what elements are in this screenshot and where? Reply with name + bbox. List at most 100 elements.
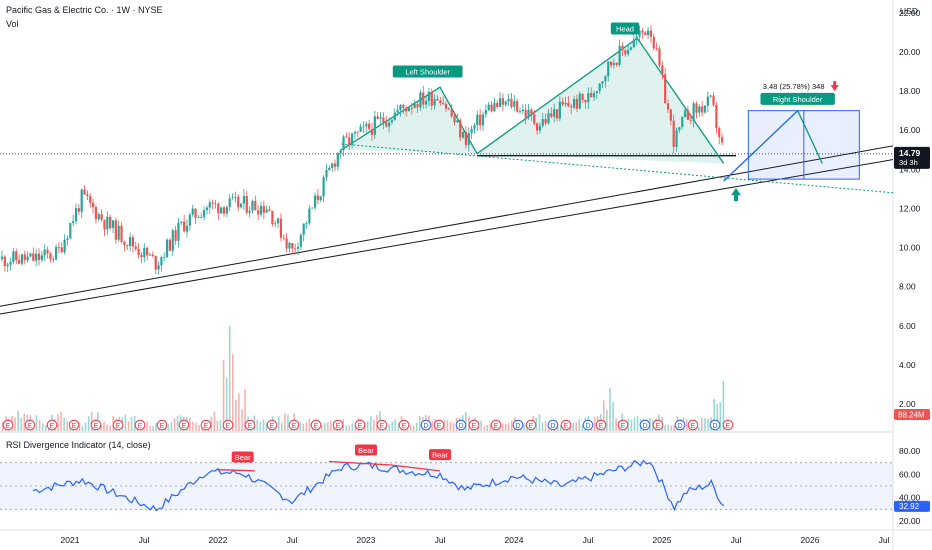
- candle-body: [237, 196, 240, 208]
- volume-bar: [308, 418, 311, 431]
- volume-bar: [57, 414, 59, 431]
- event-marker-label: E: [182, 423, 187, 430]
- volume-bar: [103, 421, 105, 431]
- candle-body: [612, 62, 616, 66]
- candle-body: [40, 255, 43, 261]
- volume-bar: [219, 420, 222, 431]
- time-tick-label: Jul: [879, 535, 890, 545]
- candle-body: [675, 130, 678, 147]
- event-marker-label: E: [50, 423, 55, 430]
- head-and-shoulders-pattern[interactable]: [340, 37, 860, 202]
- volume-bar: [84, 422, 87, 431]
- volume-bar: [701, 417, 703, 431]
- volume-bar: [633, 417, 636, 431]
- candle-body: [718, 128, 721, 138]
- candle-body: [279, 218, 283, 238]
- volume-bar: [391, 421, 394, 431]
- volume-bar: [222, 359, 225, 431]
- volume-bar: [327, 422, 329, 431]
- candle-body: [242, 195, 246, 204]
- candle-body: [211, 202, 214, 204]
- event-marker-label: E: [494, 423, 499, 430]
- candle-body: [655, 48, 658, 50]
- volume-bar: [511, 420, 513, 431]
- candle-body: [464, 132, 468, 146]
- candle-body: [385, 122, 388, 127]
- event-marker: [244, 419, 256, 431]
- pattern-labels: Left Shoulder Head Right Shoulder 3.48 (25.…: [392, 22, 835, 105]
- candle-body: [302, 223, 305, 235]
- head-label-box: [610, 22, 640, 35]
- pattern-fill: [477, 38, 724, 164]
- candle-body: [274, 223, 277, 225]
- time-tick-label: Jul: [731, 535, 742, 545]
- candle-body: [342, 136, 345, 151]
- candlestick-series: [0, 24, 724, 275]
- candle-body: [567, 102, 570, 107]
- event-marker: [687, 419, 699, 431]
- volume-bar: [593, 416, 596, 431]
- volume-bar: [501, 423, 504, 431]
- candle-body: [353, 131, 357, 134]
- candle-body: [692, 103, 695, 121]
- event-marker: [310, 419, 322, 431]
- neckline-dotted: [341, 143, 894, 194]
- candle-body: [271, 210, 274, 225]
- candle-body: [333, 163, 337, 167]
- price-tick-label: 4.00: [899, 360, 916, 370]
- candle-body: [564, 102, 567, 105]
- volume-bar: [452, 423, 455, 431]
- event-marker-label: E: [6, 423, 11, 430]
- candle-body: [146, 247, 149, 256]
- volume-bar: [419, 416, 421, 431]
- volume-bar: [538, 414, 541, 431]
- volume-bar: [109, 425, 111, 431]
- candle-body: [168, 239, 172, 251]
- candle-body: [442, 103, 445, 105]
- candle-body: [174, 230, 177, 241]
- volume-bar: [189, 417, 191, 431]
- volume-bar: [323, 423, 326, 431]
- support-trendline: [0, 145, 894, 307]
- candle-body: [635, 36, 638, 40]
- volume-bar: [106, 424, 108, 431]
- volume-bar: [560, 425, 562, 431]
- time-tick-label: 2022: [209, 535, 228, 545]
- candle-body: [516, 101, 519, 112]
- candle-body: [607, 61, 610, 77]
- event-marker: [266, 419, 278, 431]
- time-tick-label: 2025: [653, 535, 672, 545]
- candle-body: [348, 137, 351, 145]
- event-marker: [376, 419, 388, 431]
- candle-body: [328, 167, 331, 171]
- rsi-value-badge: [894, 500, 930, 512]
- candle-body: [683, 110, 687, 118]
- volume-bar: [235, 399, 237, 431]
- trendline-group[interactable]: [0, 143, 894, 315]
- event-marker-label: E: [529, 423, 534, 430]
- candle-body: [601, 81, 604, 84]
- candle-body: [291, 242, 294, 249]
- event-marker-label: D: [712, 423, 717, 430]
- event-marker: [420, 419, 432, 431]
- candle-body: [604, 76, 607, 82]
- candle-body: [405, 107, 408, 112]
- volume-bar: [615, 418, 617, 431]
- candle-body: [140, 254, 143, 257]
- arrow-up-icon: [731, 188, 741, 202]
- candle-body: [160, 257, 163, 266]
- candle-body: [541, 119, 544, 126]
- candle-body: [6, 264, 9, 267]
- event-marker: [582, 419, 594, 431]
- time-tick-label: 2026: [801, 535, 820, 545]
- event-marker: [468, 419, 480, 431]
- candle-body: [578, 93, 581, 109]
- currency-label[interactable]: USD: [900, 6, 918, 16]
- event-marker: [547, 419, 559, 431]
- candle-body: [672, 120, 675, 147]
- event-marker-label: D: [458, 423, 463, 430]
- candle-body: [641, 30, 644, 33]
- candle-body: [715, 104, 718, 129]
